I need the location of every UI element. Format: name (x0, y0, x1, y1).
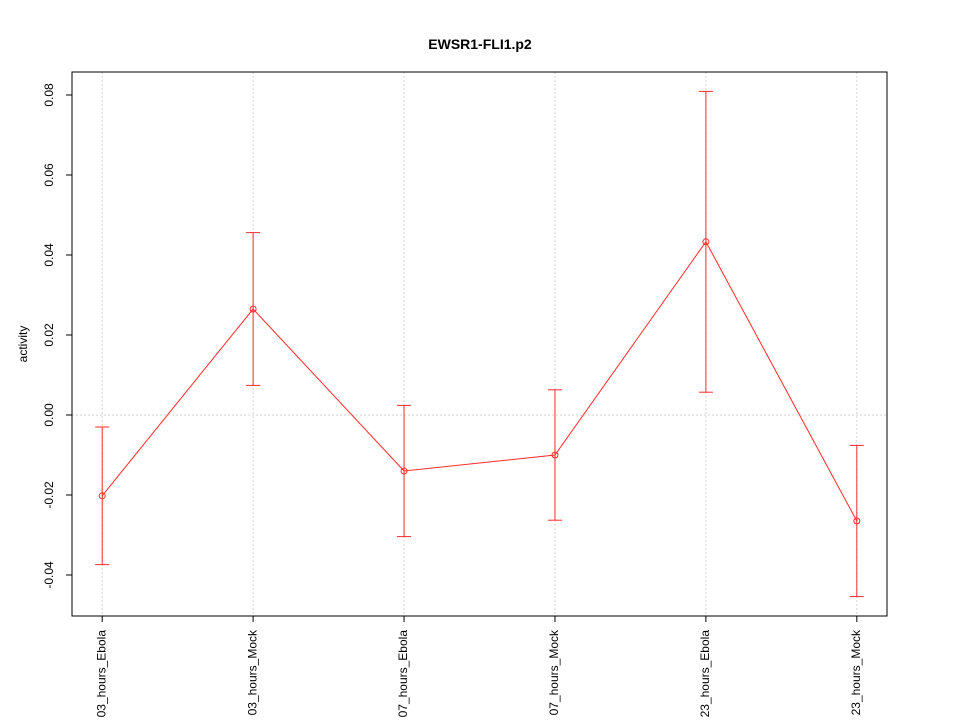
plot-frame (71, 71, 888, 617)
y-tick-label: 0.08 (42, 83, 56, 107)
x-tick-label: 23_hours_Mock (849, 629, 863, 715)
point (551, 451, 559, 459)
x-tick-label: 07_hours_Ebola (396, 630, 410, 718)
y-tick-label: 0.02 (42, 323, 56, 347)
x-tick-label: 07_hours_Mock (547, 629, 561, 715)
chart-title: EWSR1-FLI1.p2 (428, 36, 532, 52)
y-tick-label: -0.04 (42, 561, 56, 589)
point (400, 467, 408, 475)
y-tick-label: 0.06 (42, 163, 56, 187)
x-tick-label: 03_hours_Ebola (94, 630, 108, 718)
point (853, 517, 861, 525)
y-tick-label: -0.02 (42, 481, 56, 509)
x-tick-label: 23_hours_Ebola (698, 630, 712, 718)
point (702, 238, 710, 246)
point (249, 305, 257, 313)
x-tick-label: 03_hours_Mock (245, 629, 259, 715)
point (98, 492, 106, 500)
line (101, 240, 858, 522)
y-tick-label: 0.04 (42, 243, 56, 267)
y-axis-label: activity (16, 326, 30, 363)
y-tick-label: 0.00 (42, 403, 56, 427)
